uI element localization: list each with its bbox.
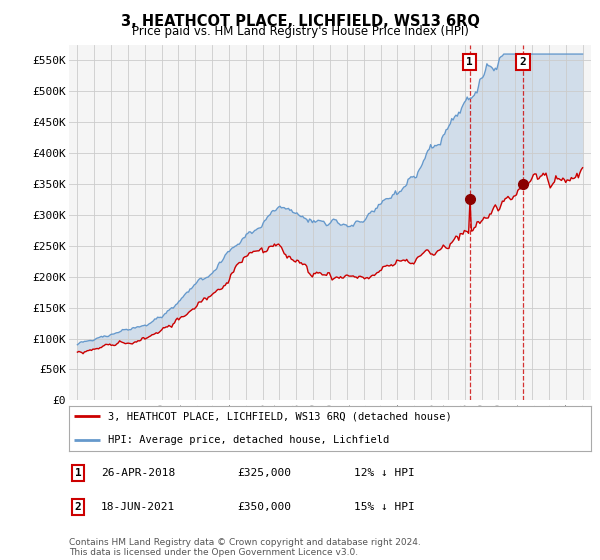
Text: Price paid vs. HM Land Registry's House Price Index (HPI): Price paid vs. HM Land Registry's House … [131, 25, 469, 38]
Text: 12% ↓ HPI: 12% ↓ HPI [354, 468, 415, 478]
Text: HPI: Average price, detached house, Lichfield: HPI: Average price, detached house, Lich… [108, 436, 389, 446]
Text: 1: 1 [74, 468, 82, 478]
Text: 15% ↓ HPI: 15% ↓ HPI [354, 502, 415, 512]
Text: 3, HEATHCOT PLACE, LICHFIELD, WS13 6RQ (detached house): 3, HEATHCOT PLACE, LICHFIELD, WS13 6RQ (… [108, 411, 452, 421]
Text: 3, HEATHCOT PLACE, LICHFIELD, WS13 6RQ: 3, HEATHCOT PLACE, LICHFIELD, WS13 6RQ [121, 14, 479, 29]
Text: 2: 2 [520, 57, 526, 67]
Text: £350,000: £350,000 [237, 502, 291, 512]
Text: 1: 1 [466, 57, 473, 67]
Text: Contains HM Land Registry data © Crown copyright and database right 2024.
This d: Contains HM Land Registry data © Crown c… [69, 538, 421, 557]
Text: 18-JUN-2021: 18-JUN-2021 [101, 502, 175, 512]
Text: £325,000: £325,000 [237, 468, 291, 478]
Text: 2: 2 [74, 502, 82, 512]
Text: 26-APR-2018: 26-APR-2018 [101, 468, 175, 478]
